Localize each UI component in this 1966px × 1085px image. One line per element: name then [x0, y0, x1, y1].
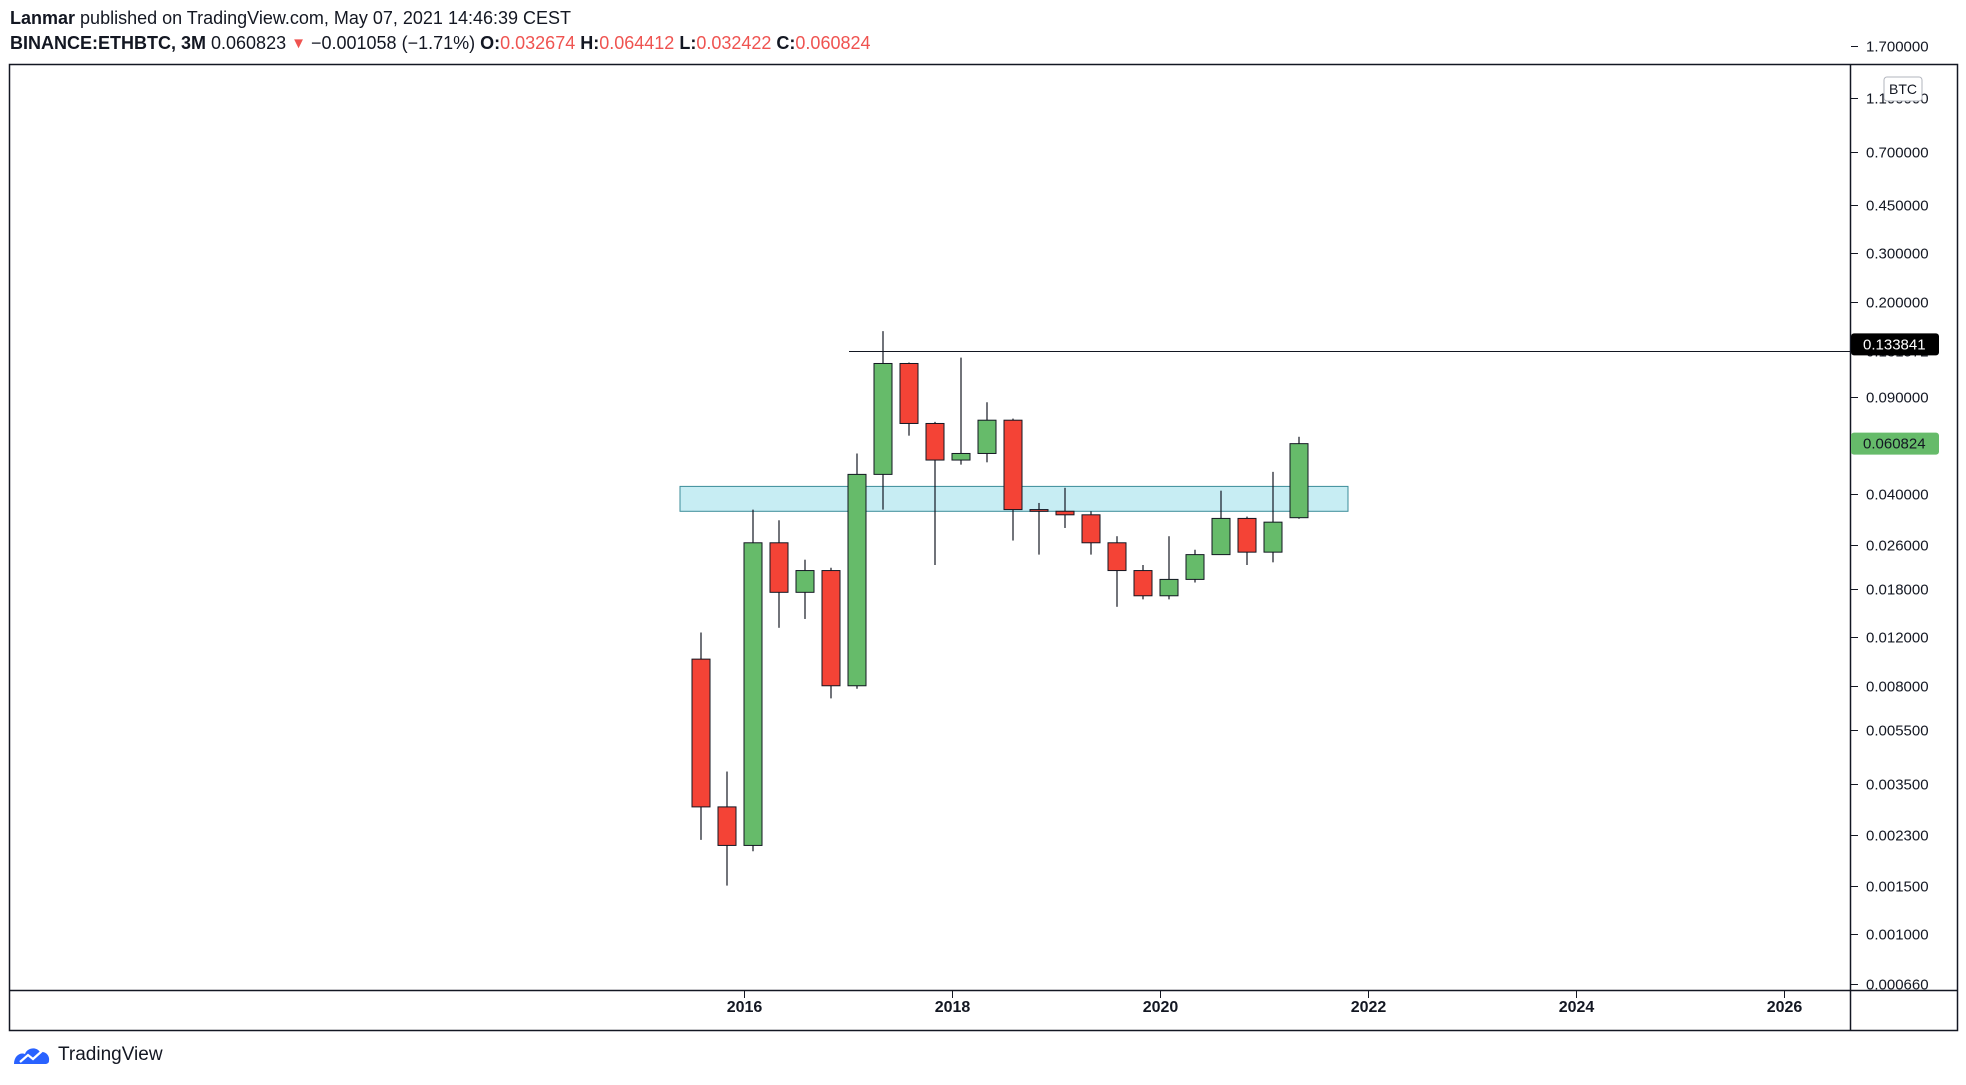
candle[interactable] [925, 421, 945, 566]
candle[interactable] [873, 331, 893, 510]
candle[interactable] [743, 509, 763, 852]
y-tick-label: 0.026000 [1866, 538, 1929, 555]
candle-body-down [1055, 510, 1075, 516]
down-triangle-icon: ▼ [291, 35, 306, 52]
y-tick-label: 0.003500 [1866, 777, 1929, 794]
candle-body-up [1159, 578, 1179, 597]
candle-body-down [1107, 542, 1127, 572]
y-tick-label: 0.090000 [1866, 390, 1929, 407]
tradingview-logo-icon[interactable] [12, 1044, 52, 1066]
author-name[interactable]: Lanmar [10, 8, 76, 28]
published-text: published on TradingView.com, May 07, 20… [80, 8, 572, 28]
candle[interactable] [1185, 549, 1205, 583]
candle-body-down [1029, 509, 1049, 512]
candle-body-up [743, 542, 763, 846]
candle-body-up [1185, 554, 1205, 580]
candle[interactable] [1003, 418, 1023, 541]
y-tick-label: 0.040000 [1866, 487, 1929, 504]
symbol-name: BINANCE:ETHBTC, 3M [10, 33, 206, 53]
candle[interactable] [977, 402, 997, 463]
x-tick-label: 2022 [1351, 999, 1387, 1016]
low-label: L: [679, 33, 697, 53]
candle-body-up [847, 473, 867, 687]
y-tick-label: 0.700000 [1866, 145, 1929, 162]
y-tick-label: 0.450000 [1866, 198, 1929, 215]
candle-body-down [1003, 419, 1023, 511]
y-tick-label: 0.012000 [1866, 630, 1929, 647]
candle[interactable] [1263, 471, 1283, 563]
candle-body-down [821, 570, 841, 687]
candle-body-down [691, 658, 711, 808]
candle-body-up [951, 452, 971, 461]
open-value: 0.032674 [500, 33, 576, 53]
y-tick-label: 0.300000 [1866, 246, 1929, 263]
price-change: −0.001058 (−1.71%) [310, 33, 476, 53]
candle-body-up [795, 570, 815, 593]
candle[interactable] [847, 453, 867, 689]
y-tick-label: 0.200000 [1866, 295, 1929, 312]
candle-body-down [899, 362, 919, 424]
y-tick-label: 0.002300 [1866, 828, 1929, 845]
symbol-info: BINANCE:ETHBTC, 3M 0.060823 ▼ −0.001058 … [10, 31, 871, 57]
footer-brand[interactable]: TradingView [58, 1044, 163, 1065]
high-label: H: [580, 33, 600, 53]
low-value: 0.032422 [696, 33, 772, 53]
candle[interactable] [1237, 516, 1257, 566]
candle[interactable] [1159, 536, 1179, 600]
candle-body-down [717, 806, 737, 846]
x-tick-label: 2018 [935, 999, 971, 1016]
candle[interactable] [1107, 536, 1127, 607]
candle-body-down [769, 542, 789, 593]
candle[interactable] [1289, 436, 1309, 519]
candle[interactable] [951, 357, 971, 465]
candle[interactable] [795, 559, 815, 619]
y-tick-label: 0.005500 [1866, 723, 1929, 740]
candle-body-up [1263, 521, 1283, 553]
currency-label-box[interactable] [1883, 76, 1923, 102]
candle[interactable] [769, 520, 789, 628]
candle-body-down [1133, 570, 1153, 597]
x-tick-label: 2016 [727, 999, 763, 1016]
candle[interactable] [899, 362, 919, 436]
high-value: 0.064412 [599, 33, 675, 53]
x-tick-label: 2026 [1767, 999, 1803, 1016]
chart-frame [8, 63, 1959, 1032]
candle-body-down [1237, 517, 1257, 553]
x-tick-label: 2024 [1559, 999, 1595, 1016]
y-tick-label: 0.001000 [1866, 927, 1929, 944]
candle[interactable] [691, 632, 711, 840]
candle-body-down [1081, 514, 1101, 544]
candle[interactable] [717, 771, 737, 886]
footer: TradingView [12, 1044, 163, 1066]
resistance-price-badge [1851, 333, 1939, 356]
close-value: 0.060824 [795, 33, 871, 53]
candle[interactable] [821, 567, 841, 699]
publish-info: Lanmar published on TradingView.com, May… [10, 6, 571, 30]
x-tick-label: 2020 [1143, 999, 1179, 1016]
candle-body-up [873, 362, 893, 475]
y-tick-label: 0.018000 [1866, 582, 1929, 599]
candle[interactable] [1055, 487, 1075, 528]
close-label: C: [776, 33, 796, 53]
candle-body-down [925, 422, 945, 461]
current-price-label: 0.060824 [1863, 436, 1926, 453]
current-price-badge [1851, 432, 1939, 455]
y-tick-label: 1.700000 [1866, 39, 1929, 56]
candle-body-up [977, 419, 997, 454]
open-label: O: [480, 33, 501, 53]
y-tick-label: 0.008000 [1866, 679, 1929, 696]
candle-body-up [1289, 443, 1309, 519]
candle[interactable] [1211, 490, 1231, 556]
y-tick-label: 0.001500 [1866, 879, 1929, 896]
candle[interactable] [1081, 511, 1101, 555]
candle[interactable] [1133, 565, 1153, 600]
candle[interactable] [1029, 502, 1049, 555]
candle-body-up [1211, 517, 1231, 556]
last-price: 0.060823 [211, 33, 287, 53]
resistance-price-label: 0.133841 [1863, 336, 1926, 353]
currency-label: BTC [1889, 81, 1917, 97]
